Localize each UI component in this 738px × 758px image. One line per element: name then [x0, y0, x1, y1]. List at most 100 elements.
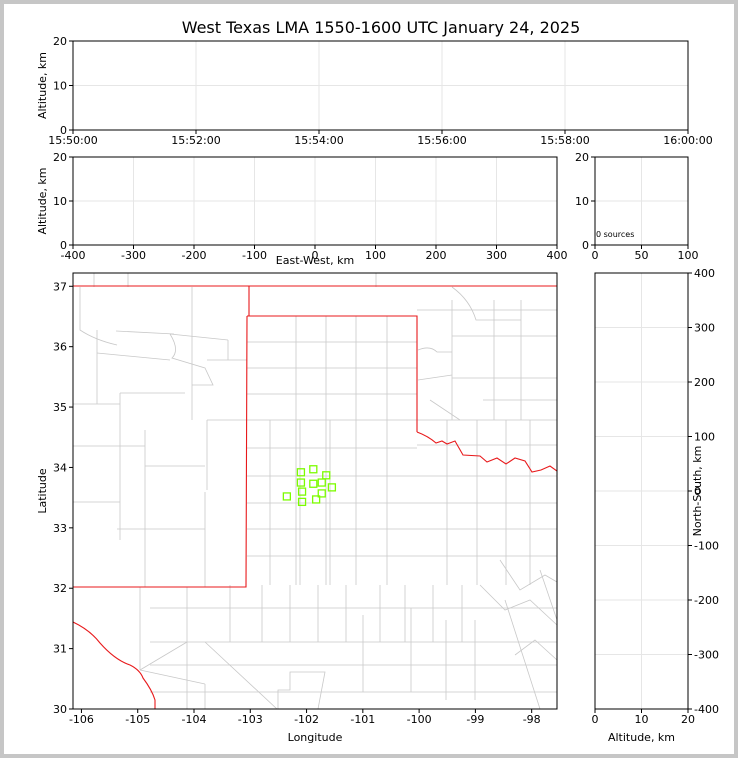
plan-view-y-tick-label: 31	[53, 643, 67, 656]
plan-view-x-tick-label: -105	[125, 713, 150, 726]
county-line	[504, 599, 541, 709]
east-west-xlabel: East-West, km	[276, 254, 354, 267]
county-boundaries	[73, 273, 557, 709]
east-west-x-tick-label: 0	[312, 249, 319, 262]
state-border	[73, 315, 248, 588]
plan-view-x-tick-label: -100	[407, 713, 432, 726]
state-border	[416, 431, 557, 473]
plan-view-ylabel: Latitude	[36, 468, 49, 514]
east-west-y-tick-label: 10	[53, 195, 67, 208]
plan-view-y-tick-label: 34	[53, 461, 67, 474]
histogram-y-tick-label: 20	[575, 151, 589, 164]
time-height-x-tick-label: 15:50:00	[48, 134, 97, 147]
county-line	[479, 584, 557, 626]
time-height-x-tick-label: 15:56:00	[417, 134, 466, 147]
county-line	[417, 374, 453, 381]
east-west-x-tick-label: -200	[182, 249, 207, 262]
county-line	[277, 671, 326, 709]
plan-view-x-tick-label: -102	[294, 713, 319, 726]
north-south-y-tick-label: -100	[694, 540, 719, 553]
county-line	[417, 347, 452, 353]
plan-view-x-tick-label: -106	[69, 713, 94, 726]
north-south-x-tick-label: 20	[681, 713, 695, 726]
plan-view-x-tick-label: -103	[238, 713, 263, 726]
plan-view-x-tick-label: -101	[350, 713, 375, 726]
county-line	[429, 399, 461, 421]
state-border	[247, 315, 418, 432]
county-line	[514, 639, 557, 661]
plan-view-y-tick-label: 36	[53, 341, 67, 354]
time-height-x-tick-label: 15:54:00	[294, 134, 343, 147]
plan-view-x-tick-label: -99	[466, 713, 484, 726]
source-count-annotation: 0 sources	[596, 230, 634, 239]
lma-source-marker	[322, 471, 331, 480]
figure-title: West Texas LMA 1550-1600 UTC January 24,…	[182, 18, 581, 37]
state-border	[73, 621, 156, 709]
plan-view-xlabel: Longitude	[288, 731, 343, 744]
lma-source-marker	[296, 468, 306, 477]
time-height-y-tick-label: 10	[53, 80, 67, 93]
state-boundaries	[73, 285, 557, 709]
plan-view-y-tick-label: 37	[53, 280, 67, 293]
time-height-x-tick-label: 15:52:00	[171, 134, 220, 147]
north-south-y-tick-label: -300	[694, 649, 719, 662]
north-south-ylabel: North-South, km	[691, 446, 704, 537]
lma-source-marker	[317, 489, 326, 498]
north-south-y-tick-label: 300	[694, 322, 715, 335]
plan-view-y-tick-label: 33	[53, 522, 67, 535]
north-south-y-tick-label: 200	[694, 376, 715, 389]
county-line	[115, 330, 175, 335]
north-south-y-tick-label: 400	[694, 267, 715, 280]
plan-view-y-tick-label: 30	[53, 703, 67, 716]
lma-source-marker	[297, 497, 307, 507]
lma-figure: West Texas LMA 1550-1600 UTC January 24,…	[36, 18, 719, 744]
histogram-y-tick-label: 10	[575, 195, 589, 208]
county-line	[169, 333, 229, 341]
lma-source-marker	[282, 492, 292, 501]
lma-source-marker	[311, 495, 321, 504]
lma-source-marker	[309, 479, 318, 488]
county-line	[499, 559, 557, 591]
east-west-x-tick-label: 100	[365, 249, 386, 262]
plan-view-y-tick-label: 35	[53, 401, 67, 414]
plan-view-x-tick-label: -104	[182, 713, 207, 726]
east-west-ylabel: Altitude, km	[36, 167, 49, 234]
lma-source-marker	[327, 483, 337, 492]
county-line	[169, 333, 214, 386]
north-south-y-tick-label: -400	[694, 703, 719, 716]
north-south-x-tick-label: 10	[635, 713, 649, 726]
lma-source-marker	[296, 478, 306, 487]
time-height-y-tick-label: 20	[53, 35, 67, 48]
histogram-y-tick-label: 0	[582, 239, 589, 252]
north-south-xlabel: Altitude, km	[608, 731, 675, 744]
time-height-ylabel: Altitude, km	[36, 52, 49, 119]
histogram-x-tick-label: 100	[678, 249, 699, 262]
time-height-y-tick-label: 0	[60, 124, 67, 137]
histogram-x-tick-label: 50	[635, 249, 649, 262]
lma-source-marker	[317, 478, 326, 487]
north-south-x-tick-label: 0	[592, 713, 599, 726]
north-south-y-tick-label: 100	[694, 431, 715, 444]
figure-frame: West Texas LMA 1550-1600 UTC January 24,…	[4, 4, 734, 754]
east-west-x-tick-label: -100	[242, 249, 267, 262]
lma-source-marker	[297, 487, 307, 496]
county-line	[451, 286, 521, 321]
east-west-y-tick-label: 20	[53, 151, 67, 164]
east-west-x-tick-label: 300	[486, 249, 507, 262]
east-west-x-tick-label: -400	[61, 249, 86, 262]
county-line	[79, 287, 118, 346]
county-line	[139, 669, 206, 685]
east-west-x-tick-label: 400	[547, 249, 568, 262]
county-line	[96, 352, 171, 361]
east-west-x-tick-label: 200	[426, 249, 447, 262]
plan-view-axes	[72, 272, 558, 710]
county-line	[204, 641, 278, 709]
east-west-y-tick-label: 0	[60, 239, 67, 252]
county-line	[539, 569, 557, 621]
east-west-x-tick-label: -300	[121, 249, 146, 262]
north-south-y-tick-label: 0	[694, 485, 701, 498]
time-height-x-tick-label: 16:00:00	[663, 134, 712, 147]
plan-view-x-tick-label: -98	[523, 713, 541, 726]
plan-view-y-tick-label: 32	[53, 582, 67, 595]
time-height-x-tick-label: 15:58:00	[540, 134, 589, 147]
